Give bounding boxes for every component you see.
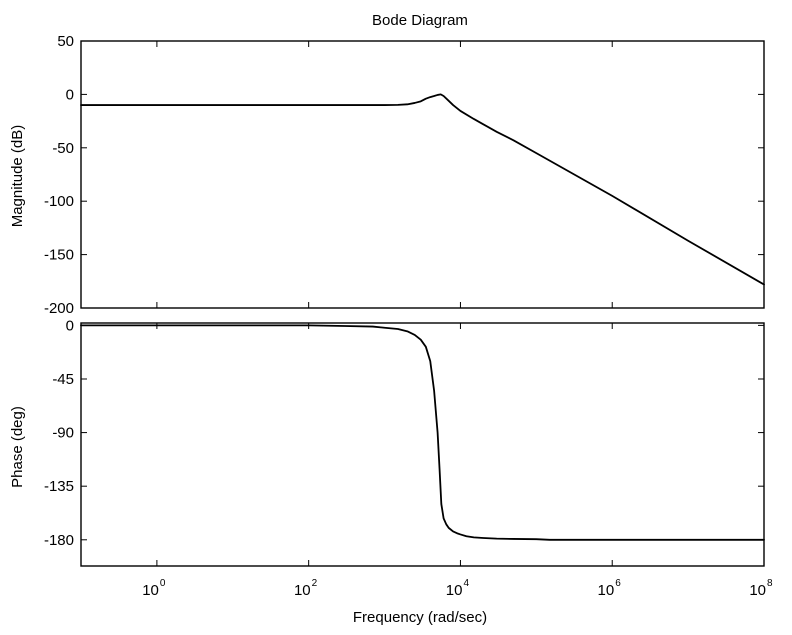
xtick-label-base: 10 <box>446 582 463 599</box>
magnitude-ytick-label: -200 <box>44 300 74 317</box>
xtick-label-exponent: 0 <box>160 578 166 589</box>
xtick-label-exponent: 8 <box>767 578 773 589</box>
frequency-axis-label: Frequency (rad/sec) <box>353 609 487 626</box>
magnitude-ytick-label: -50 <box>52 140 74 157</box>
magnitude-response-line <box>80 93 765 286</box>
magnitude-axis-label: Magnitude (dB) <box>9 125 26 228</box>
xtick-label-exponent: 6 <box>615 578 621 589</box>
xtick-label-base: 10 <box>598 582 615 599</box>
magnitude-ytick-label: 50 <box>57 33 74 50</box>
xtick-label-base: 10 <box>749 582 766 599</box>
phase-response-line <box>80 324 765 541</box>
phase-ytick-label: -45 <box>52 371 74 388</box>
chart-title: Bode Diagram <box>372 12 468 29</box>
magnitude-ytick-label: -150 <box>44 247 74 264</box>
phase-ytick-label: -135 <box>44 478 74 495</box>
phase-axis-label: Phase (deg) <box>9 406 26 488</box>
phase-ytick-label: -180 <box>44 532 74 549</box>
phase-ytick-label: -90 <box>52 425 74 442</box>
xtick-label-exponent: 2 <box>312 578 318 589</box>
xtick-label-base: 10 <box>294 582 311 599</box>
phase-axes-frame <box>80 322 765 567</box>
xtick-label-exponent: 4 <box>463 578 469 589</box>
magnitude-ytick-label: -100 <box>44 193 74 210</box>
phase-ytick-label: 0 <box>66 317 74 334</box>
magnitude-axes-frame <box>80 40 765 309</box>
xtick-label-base: 10 <box>142 582 159 599</box>
magnitude-ytick-label: 0 <box>66 86 74 103</box>
